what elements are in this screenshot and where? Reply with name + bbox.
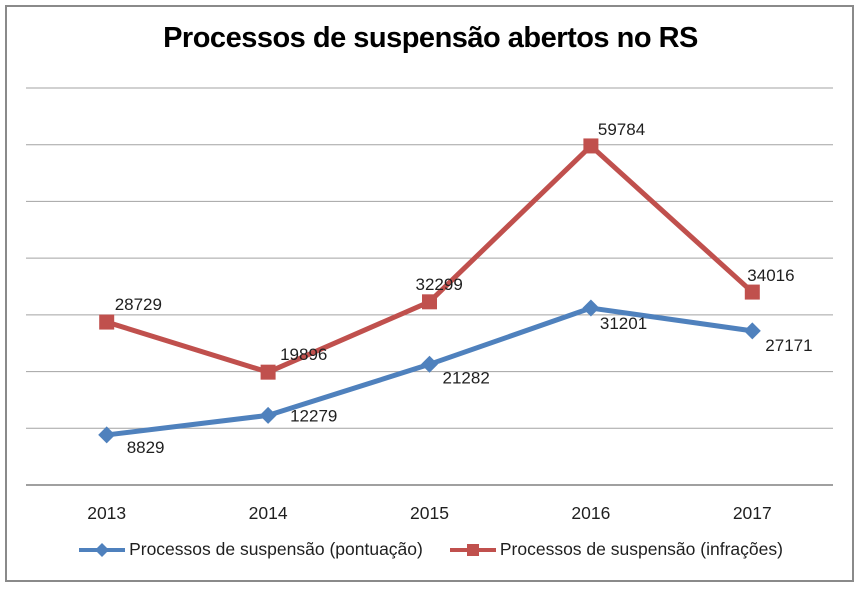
data-point-marker <box>583 138 599 154</box>
data-label: 34016 <box>747 266 794 285</box>
line-diamond-icon <box>79 542 126 557</box>
data-label: 21282 <box>443 368 490 387</box>
legend: Processos de suspensão (pontuação) Proce… <box>0 539 861 560</box>
x-axis-label: 2015 <box>410 503 449 523</box>
data-point-marker <box>582 299 600 317</box>
data-label: 8829 <box>127 438 165 457</box>
line-square-icon <box>449 543 496 556</box>
legend-label-pontuacao: Processos de suspensão (pontuação) <box>129 539 423 559</box>
data-label: 27171 <box>765 336 812 355</box>
data-point-marker <box>98 426 116 444</box>
data-label: 12279 <box>290 406 337 425</box>
legend-item-pontuacao: Processos de suspensão (pontuação) <box>78 539 423 560</box>
data-label: 59784 <box>598 120 645 139</box>
x-axis-label: 2013 <box>87 503 126 523</box>
data-point-marker <box>422 294 437 310</box>
x-axis-label: 2017 <box>733 503 772 523</box>
data-point-marker <box>744 284 760 300</box>
data-label: 32299 <box>416 275 463 294</box>
data-point-marker <box>259 406 277 424</box>
legend-item-infracoes: Processos de suspensão (infrações) <box>449 539 783 560</box>
data-label: 31201 <box>600 314 647 333</box>
data-point-marker <box>260 364 276 380</box>
chart-frame <box>5 5 854 582</box>
legend-label-infracoes: Processos de suspensão (infrações) <box>499 539 783 559</box>
data-point-marker <box>743 322 761 340</box>
data-point-marker <box>421 355 438 373</box>
data-label: 28729 <box>115 295 162 314</box>
x-axis-label: 2016 <box>571 503 610 523</box>
data-point-marker <box>99 314 115 330</box>
chart-title: Processos de suspensão abertos no RS <box>163 22 698 54</box>
series-line <box>104 143 755 375</box>
x-axis-label: 2014 <box>249 503 288 523</box>
data-label: 19896 <box>280 345 327 364</box>
